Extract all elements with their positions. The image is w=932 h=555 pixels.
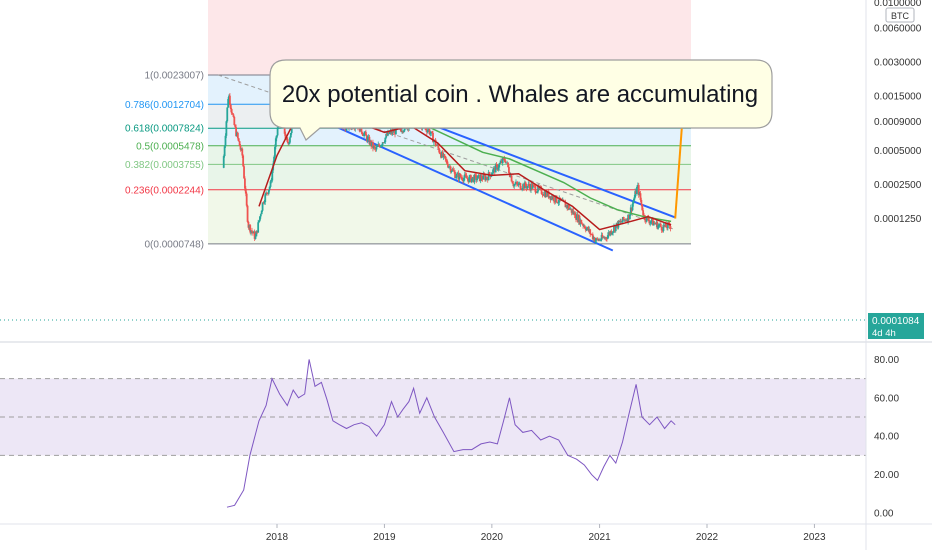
price-tick-label: 0.0015000 [874,92,922,103]
candle-body [376,147,378,150]
candle-body [498,164,500,168]
annotation-callout[interactable]: 20x potential coin . Whales are accumula… [270,60,772,140]
fib-label-0.236: 0.236(0.0002244) [125,185,204,196]
base-currency-label: BTC [891,11,910,21]
candle-body [257,222,259,232]
candle-body [289,137,291,142]
price-tick-label: 0.0009000 [874,117,922,128]
price-tick-label: 0.0060000 [874,23,922,34]
candle-body [660,224,662,227]
candle-body [553,196,555,201]
base-currency-badge[interactable]: BTC [886,8,914,22]
annotation-text: 20x potential coin . Whales are accumula… [282,81,758,108]
candle-body [237,133,239,138]
candle-body [444,154,446,156]
candle-body [225,121,227,136]
price-tick-label: 0.0002500 [874,180,922,191]
fib-label-0.618: 0.618(0.0007824) [125,124,204,135]
rsi-tick-label: 80.00 [874,355,899,366]
candle-body [260,214,262,216]
countdown-value: 4d 4h [872,328,896,339]
fib-zone-0.236 [208,190,691,244]
candle-body [255,236,257,239]
candle-body [229,96,231,105]
candle-body [233,117,235,125]
fib-label-0: 0(0.0000748) [145,239,205,250]
time-tick-label: 2018 [266,532,289,543]
fib-label-0.786: 0.786(0.0012704) [125,100,204,111]
candle-body [456,174,458,178]
candle-body [247,206,249,222]
candle-body [670,226,672,229]
time-tick-label: 2019 [373,532,396,543]
candle-body [226,107,228,121]
price-tick-label: 0.0005000 [874,146,922,157]
time-tick-label: 2022 [696,532,719,543]
candle-body [504,161,506,163]
fib-label-0.5: 0.5(0.0005478) [136,141,204,152]
candle-body [476,179,478,181]
candle-body [640,200,642,204]
time-tick-label: 2020 [481,532,504,543]
candle-body [246,194,248,206]
rsi-tick-label: 60.00 [874,393,899,404]
fib-label-1: 1(0.0023007) [145,71,205,82]
candle-body [264,194,266,202]
time-tick-label: 2021 [588,532,611,543]
rsi-tick-label: 0.00 [874,509,894,520]
time-tick-label: 2023 [803,532,826,543]
rsi-tick-label: 40.00 [874,432,899,443]
last-price-badge[interactable]: 0.0001084 4d 4h [868,313,924,339]
price-tick-label: 0.0001250 [874,214,922,225]
rsi-tick-label: 20.00 [874,470,899,481]
candle-body [223,156,225,168]
candle-body [238,138,240,141]
last-price-value: 0.0001084 [872,316,920,327]
candle-body [227,99,229,107]
fib-label-0.382: 0.382(0.0003755) [125,160,204,171]
price-tick-label: 0.0030000 [874,57,922,68]
